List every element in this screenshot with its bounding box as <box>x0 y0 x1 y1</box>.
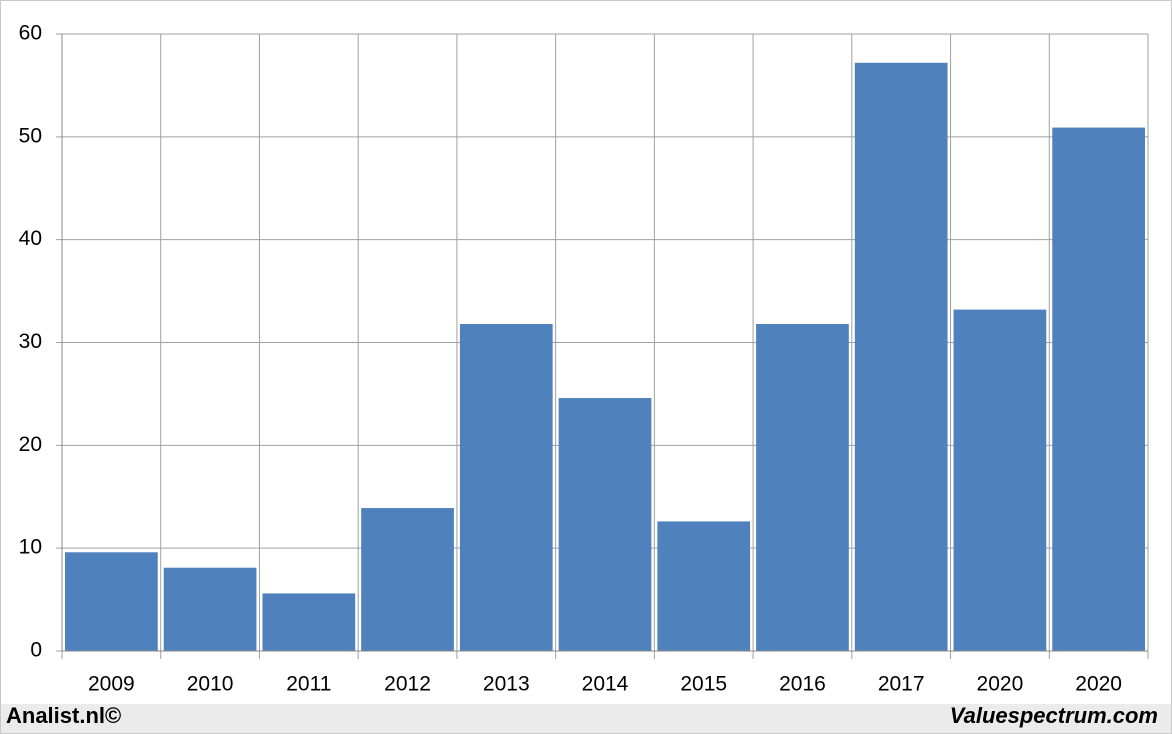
y-tick-label: 0 <box>30 639 42 662</box>
bar <box>361 508 454 651</box>
y-tick-label: 10 <box>19 536 42 559</box>
x-tick-label: 2015 <box>680 673 727 696</box>
bar <box>459 323 553 651</box>
bar <box>163 567 257 651</box>
bar <box>1052 127 1145 652</box>
bar <box>657 521 751 651</box>
bar <box>558 398 652 651</box>
x-tick-label: 2020 <box>1075 673 1122 696</box>
y-tick-label: 50 <box>19 124 42 147</box>
footer-right: Valuespectrum.com <box>950 703 1158 728</box>
bar <box>854 62 948 651</box>
footer-left: Analist.nl© <box>6 703 121 728</box>
y-tick-label: 30 <box>19 330 42 353</box>
x-tick-label: 2012 <box>384 673 431 696</box>
bar <box>262 593 356 651</box>
footer-band <box>1 704 1171 733</box>
x-tick-label: 2009 <box>88 673 135 696</box>
x-tick-label: 2016 <box>779 673 826 696</box>
y-tick-label: 20 <box>19 433 42 456</box>
x-tick-label: 2017 <box>878 673 925 696</box>
x-tick-label: 2020 <box>977 673 1024 696</box>
y-tick-label: 40 <box>19 227 42 250</box>
x-tick-label: 2014 <box>582 673 629 696</box>
bar <box>65 552 158 651</box>
x-tick-label: 2013 <box>483 673 530 696</box>
y-tick-label: 60 <box>19 22 42 45</box>
bar <box>953 309 1047 651</box>
bar <box>756 323 849 651</box>
x-tick-label: 2010 <box>187 673 234 696</box>
x-tick-label: 2011 <box>286 673 331 696</box>
